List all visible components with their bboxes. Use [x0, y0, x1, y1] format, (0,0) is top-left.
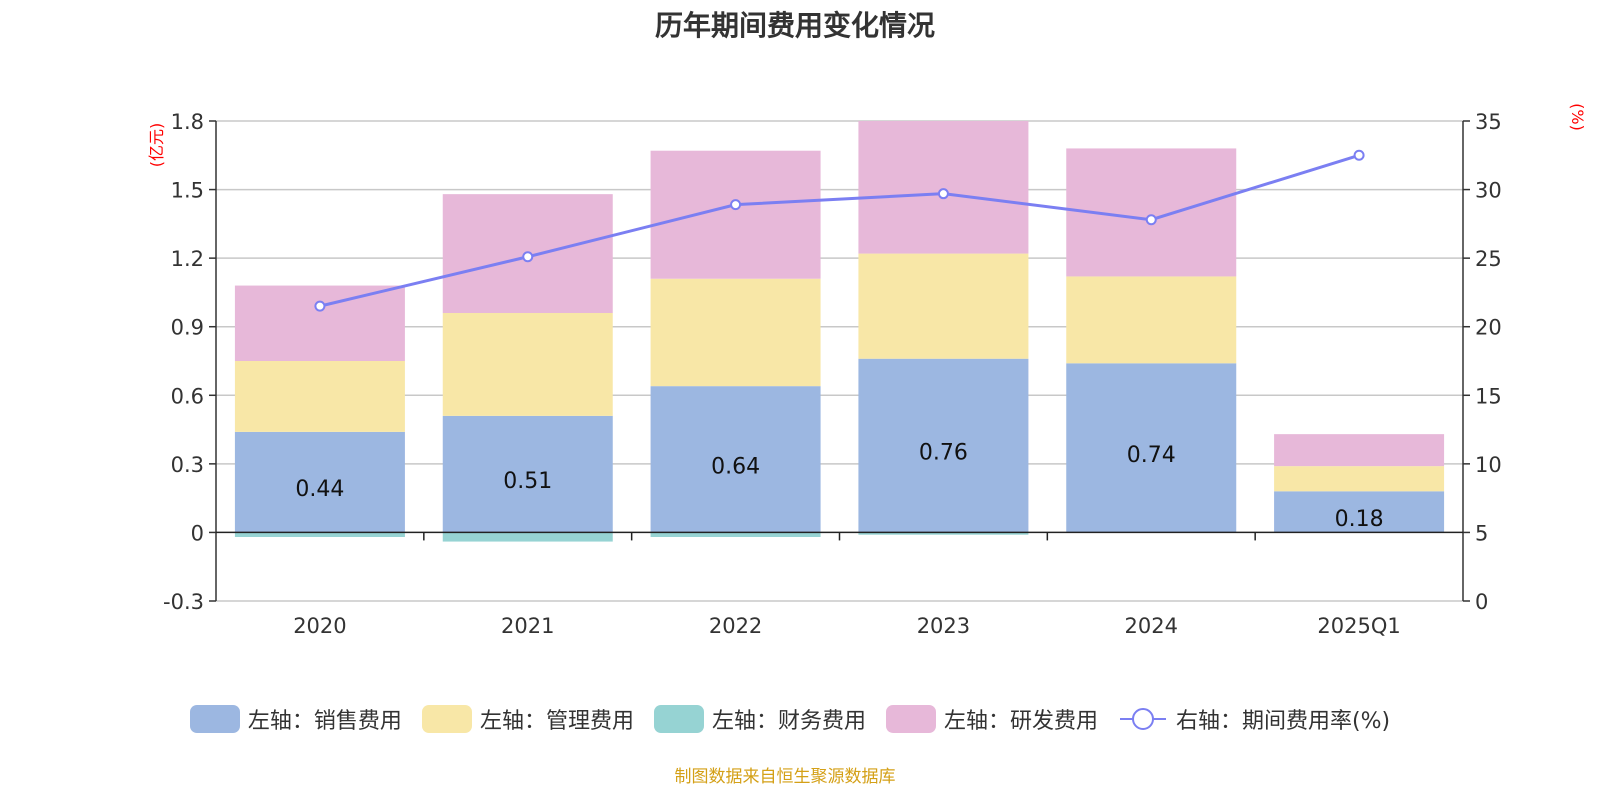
- bar-segment: [650, 386, 821, 533]
- category-label: 2025Q1: [1317, 614, 1400, 638]
- bar-data-label: 0.51: [503, 469, 552, 494]
- bar-segment: [858, 253, 1029, 359]
- right-tick-label: 5: [1475, 521, 1488, 545]
- bar-segment: [234, 361, 405, 432]
- bar-segment: [650, 150, 821, 279]
- source-note: 制图数据来自恒生聚源数据库: [674, 767, 896, 787]
- legend-label: 左轴：财务费用: [711, 709, 866, 734]
- category-label: 2020: [293, 614, 346, 638]
- left-tick-label: -0.3: [163, 590, 204, 614]
- left-tick-label: 1.5: [171, 179, 204, 203]
- right-tick-label: 35: [1475, 110, 1502, 134]
- left-tick-label: 0.9: [171, 316, 204, 340]
- bar-segment: [1066, 276, 1237, 364]
- bar-data-label: 0.74: [1127, 443, 1176, 468]
- legend-label: 左轴：管理费用: [479, 709, 634, 734]
- legend-swatch: [189, 705, 240, 733]
- left-tick-label: 0.6: [171, 384, 204, 408]
- bar-segment: [650, 278, 821, 387]
- legend-item[interactable]: 左轴：管理费用: [421, 703, 634, 735]
- bar-segment: [1274, 466, 1445, 492]
- bar-segment: [858, 532, 1029, 535]
- legend-line-icon: [1119, 708, 1166, 730]
- category-label: 2023: [917, 614, 970, 638]
- right-tick-label: 15: [1475, 384, 1502, 408]
- legend-swatch: [885, 705, 936, 733]
- line-point: [730, 199, 742, 211]
- left-axis-unit: (亿元): [147, 123, 166, 168]
- bar-segment: [234, 285, 405, 361]
- bar-data-label: 0.18: [1335, 507, 1384, 532]
- legend-item[interactable]: 右轴：期间费用率(%): [1118, 703, 1390, 735]
- line-series: [319, 153, 1360, 308]
- category-label: 2024: [1125, 614, 1178, 638]
- bar-segment: [1274, 491, 1445, 533]
- legend-item[interactable]: 左轴：销售费用: [189, 703, 402, 735]
- bar-segment: [858, 358, 1029, 533]
- right-tick-label: 25: [1475, 247, 1502, 271]
- bar-data-label: 0.76: [919, 441, 968, 466]
- line-point: [522, 251, 534, 263]
- bar-segment: [1066, 363, 1237, 533]
- category-label: 2022: [709, 614, 762, 638]
- right-axis-unit: (%): [1568, 103, 1587, 131]
- line-layer: [314, 149, 1365, 312]
- bar-data-label: 0.64: [711, 454, 760, 479]
- right-tick-label: 20: [1475, 316, 1502, 340]
- legend-label: 左轴：销售费用: [247, 709, 402, 734]
- bar-segment: [442, 313, 613, 416]
- legend: 左轴：销售费用 左轴：管理费用 左轴：财务费用 左轴：研发费用 右轴：期间费用率(%): [0, 703, 1580, 735]
- left-tick-label: 1.2: [171, 247, 204, 271]
- bar-segment: [858, 121, 1029, 254]
- left-tick-label: 0: [191, 521, 204, 545]
- right-tick-label: 30: [1475, 179, 1502, 203]
- bar-segment: [1274, 434, 1445, 467]
- legend-item[interactable]: 左轴：财务费用: [653, 703, 866, 735]
- line-point: [937, 188, 949, 200]
- bar-segment: [650, 532, 821, 537]
- legend-swatch: [653, 705, 704, 733]
- bar-segment: [234, 431, 405, 533]
- legend-swatch: [421, 705, 472, 733]
- bar-segment: [442, 415, 613, 533]
- line-point: [1145, 214, 1157, 226]
- label-layer: 0.44 0.51 0.64 0.76 0.74 0.18: [295, 441, 1383, 532]
- grid-layer: [216, 120, 1463, 602]
- line-point: [314, 300, 326, 312]
- right-tick-label: 10: [1475, 453, 1502, 477]
- line-point: [1353, 149, 1365, 161]
- left-tick-label: 1.8: [171, 110, 204, 134]
- legend-label: 右轴：期间费用率(%): [1175, 709, 1391, 734]
- left-tick-label: 0.3: [171, 453, 204, 477]
- bar-segment: [442, 532, 613, 542]
- axis-layer: -0.3 0 0.3 0.6 0.9 1.2 1.5 1.8 0 5 10 15 20 25 30 35 202…: [163, 110, 1502, 638]
- right-tick-label: 0: [1475, 590, 1488, 614]
- legend-label: 左轴：研发费用: [943, 709, 1098, 734]
- legend-item[interactable]: 左轴：研发费用: [885, 703, 1098, 735]
- bar-data-label: 0.44: [295, 477, 344, 502]
- bar-segment: [234, 532, 405, 537]
- category-label: 2021: [501, 614, 554, 638]
- bar-layer: [234, 121, 1445, 542]
- chart-title: 历年期间费用变化情况: [654, 9, 935, 42]
